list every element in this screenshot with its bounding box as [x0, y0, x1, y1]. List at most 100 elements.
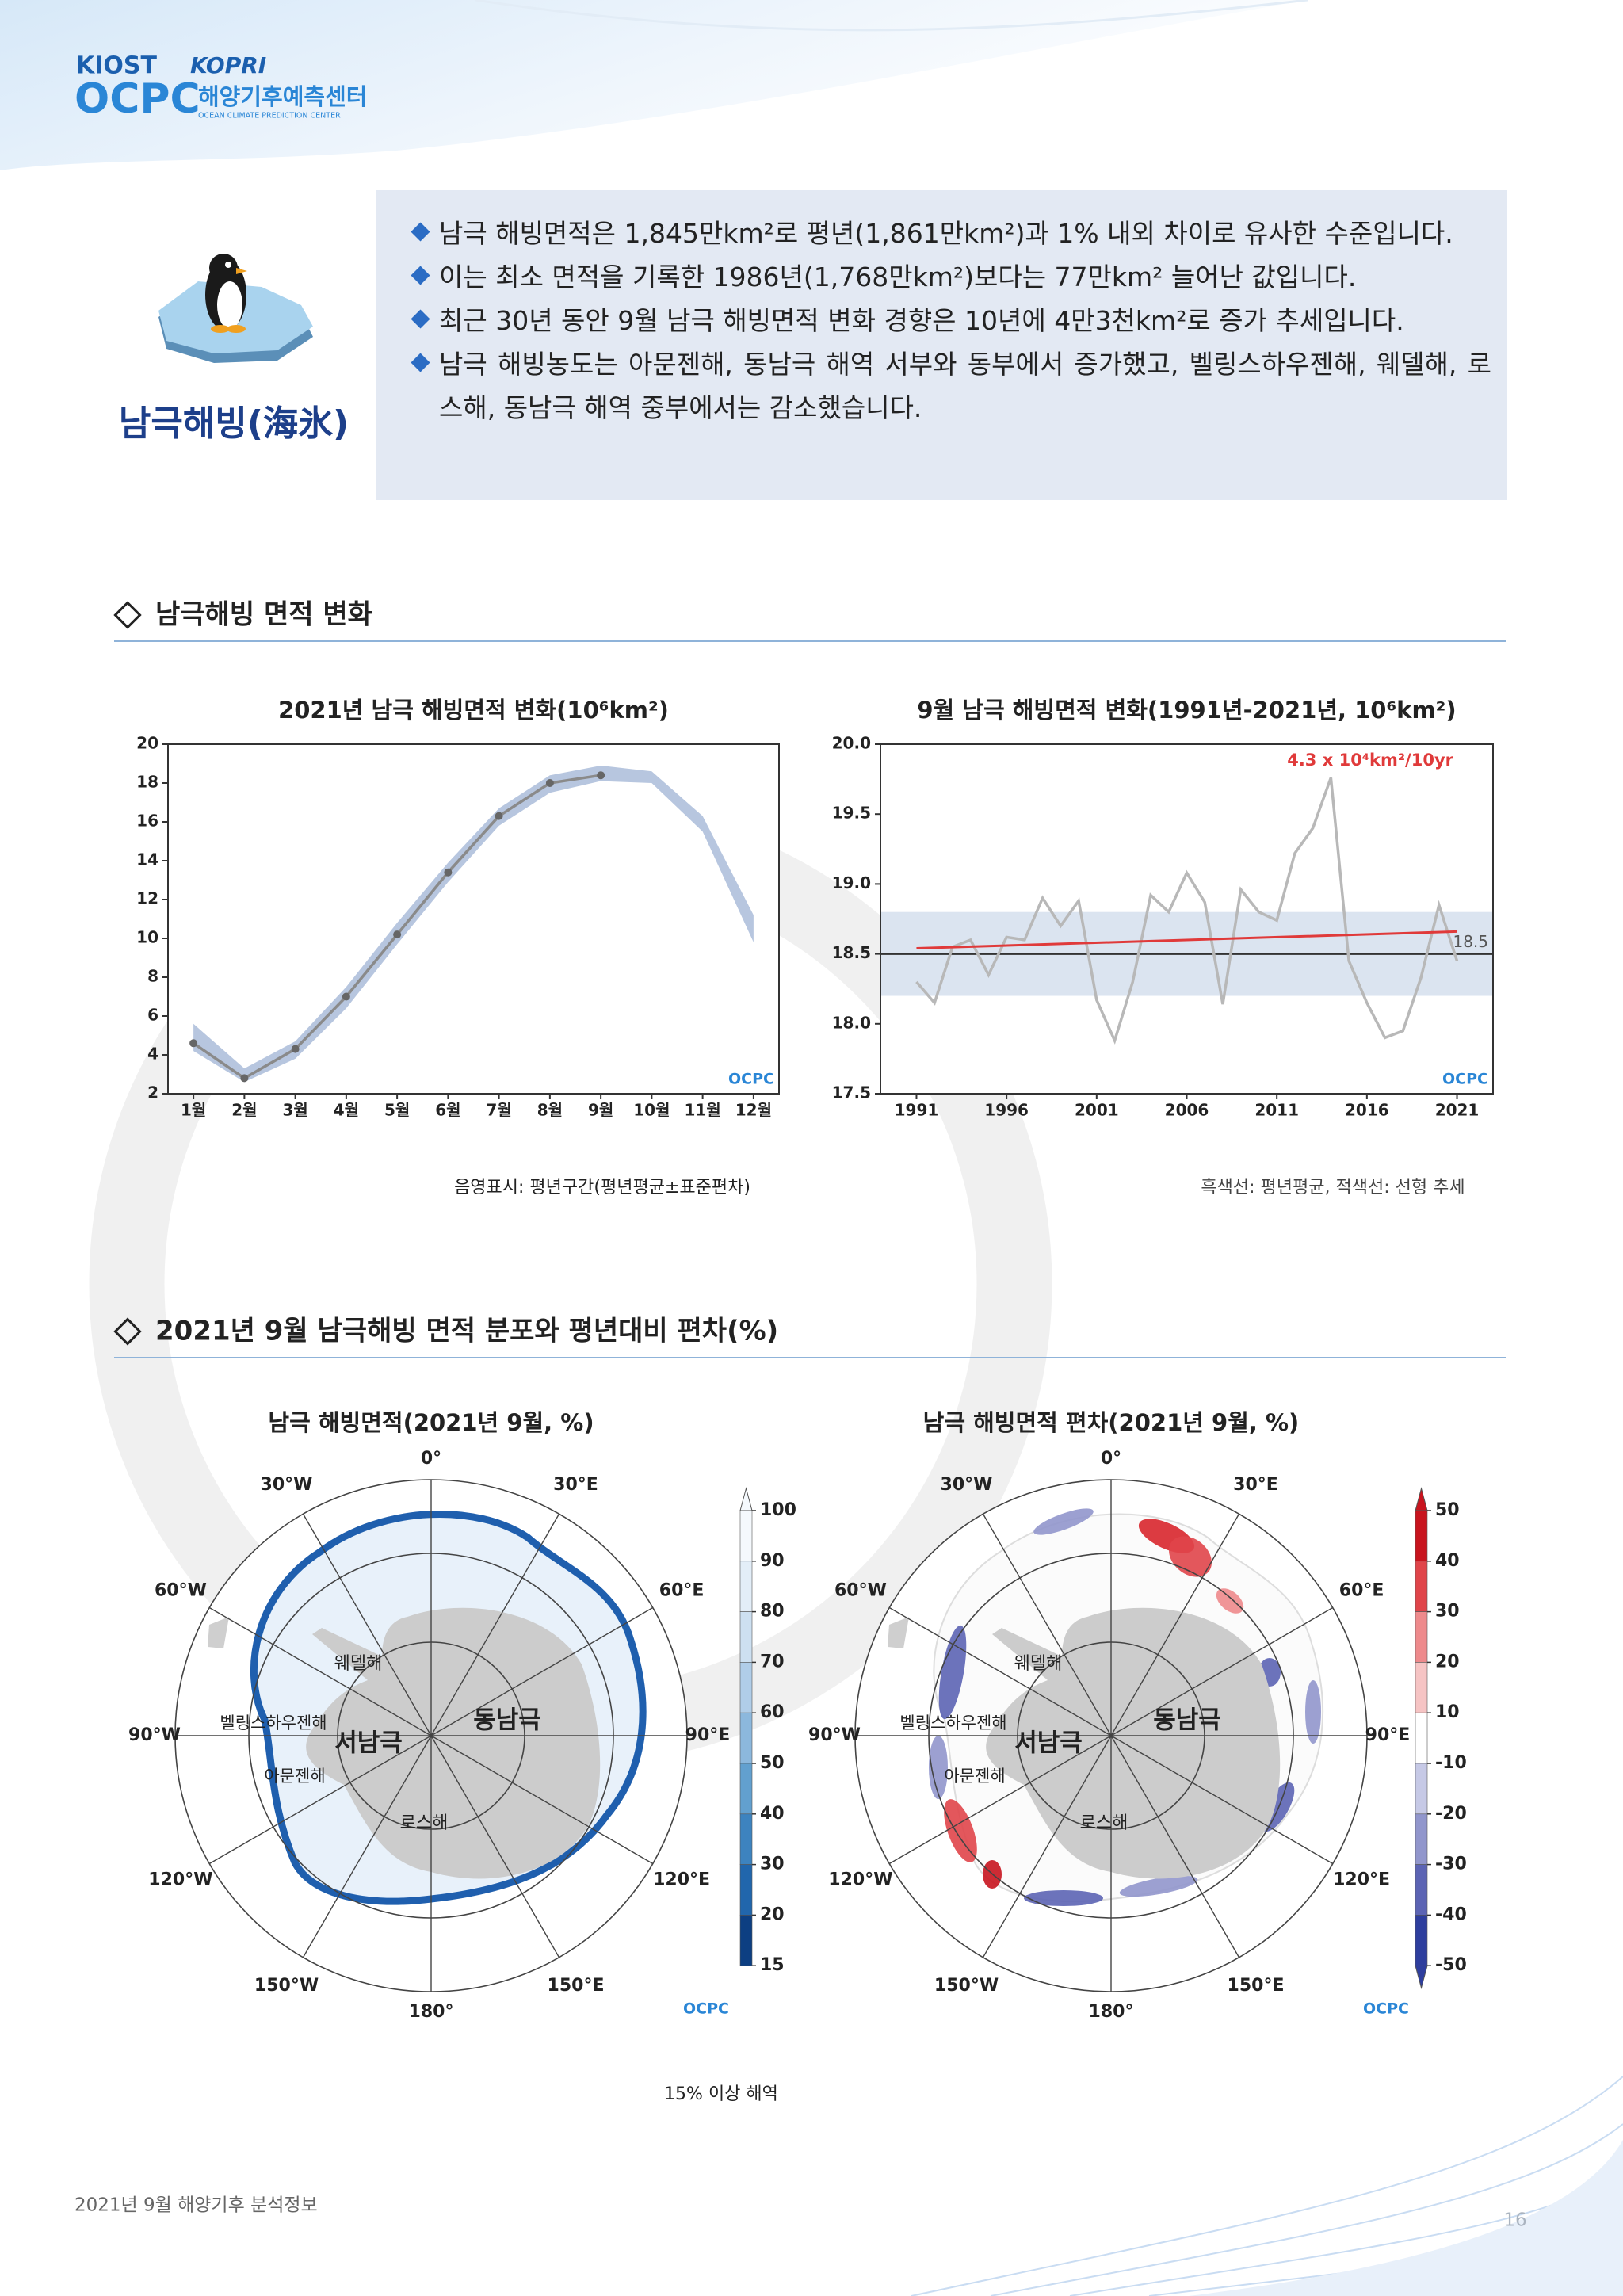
colorbar-tick-label: 50: [760, 1753, 785, 1773]
y-tick-label: 2: [147, 1083, 158, 1102]
colorbar-tick-label: -20: [1435, 1804, 1467, 1824]
chart-note: 음영표시: 평년구간(평년평균±표준편차): [454, 1178, 750, 1198]
colorbar-segment: [739, 1813, 753, 1865]
longitude-label: 30°E: [553, 1475, 598, 1495]
colorbar-tick-label: 30: [760, 1855, 785, 1874]
series-marker: [444, 868, 453, 877]
x-tick-label: 5월: [384, 1101, 410, 1120]
meridian-line: [888, 1606, 1112, 1736]
y-tick-label: 8: [147, 967, 158, 986]
longitude-label: 180°: [409, 2002, 454, 2022]
meridian-line: [208, 1735, 432, 1865]
map-logo: OCPC: [1363, 2000, 1409, 2018]
x-tick-label: 10월: [633, 1101, 670, 1120]
meridian-line: [430, 1735, 560, 1958]
colorbar-tick-label: 100: [760, 1500, 796, 1520]
region-label: 로스해: [400, 1813, 449, 1833]
meridian-line: [1110, 1606, 1334, 1736]
colorbar-segment: [1415, 1561, 1428, 1612]
region-label: 로스해: [1080, 1813, 1128, 1833]
longitude-label: 120°W: [828, 1870, 892, 1890]
colorbar-tick-label: 50: [1435, 1500, 1460, 1520]
y-tick-label: 19.5: [832, 804, 871, 823]
page-number: 16: [1503, 2210, 1526, 2231]
header-line: [475, 0, 1308, 32]
series-line: [915, 777, 1459, 1045]
plot-area: [168, 744, 779, 1094]
y-tick-label: 18.5: [832, 943, 871, 962]
x-tick-label: 9월: [588, 1101, 613, 1120]
meridian-line: [302, 1513, 432, 1736]
footer-text: 2021년 9월 해양기후 분석정보: [74, 2195, 318, 2216]
series-marker: [189, 1039, 198, 1048]
bullet: 남극 해빙면적은 1,845만km²로 평년(1,861만km²)과 1% 내외…: [412, 212, 1491, 255]
colorbar-segment: [739, 1611, 753, 1663]
bullet: 남극 해빙농도는 아문젠해, 동남극 해역 서부와 동부에서 증가했고, 벨링스…: [412, 342, 1491, 430]
longitude-label: 150°E: [548, 1976, 605, 1996]
y-tick-label: 20: [136, 734, 158, 753]
south-america-tip: [208, 1617, 229, 1648]
section-title: 남극해빙 면적 변화: [155, 599, 372, 631]
y-tick-label: 16: [136, 812, 158, 831]
anomaly-patch: [1305, 1680, 1321, 1744]
meridian-line: [888, 1735, 1112, 1865]
colorbar-tick-label: -10: [1435, 1753, 1467, 1773]
anomaly-patch: [938, 1625, 967, 1720]
longitude-label: 0°: [1101, 1449, 1121, 1469]
colorbar-tick-label: 80: [760, 1602, 785, 1622]
longitude-label: 120°E: [653, 1870, 710, 1890]
colorbar-extension: [1415, 1965, 1428, 1990]
summary-title: 남극해빙(海氷): [119, 403, 349, 444]
south-america-tip: [888, 1617, 909, 1648]
y-tick-label: 4: [147, 1045, 158, 1064]
antarctica: [986, 1607, 1281, 1879]
region-label: 서남극: [1014, 1729, 1083, 1758]
meridian-line: [982, 1513, 1112, 1736]
section-marker: [113, 601, 142, 629]
logo-kopri: KOPRI: [190, 52, 266, 78]
header-wave: [0, 0, 1308, 170]
region-label: 동남극: [1153, 1706, 1221, 1735]
plot-frame: [167, 743, 780, 1095]
x-tick-label: 1월: [181, 1101, 206, 1120]
anomaly-patch: [1024, 1890, 1103, 1906]
colorbar-segment: [739, 1712, 753, 1764]
y-tick-label: 18.0: [832, 1013, 871, 1032]
longitude-label: 90°E: [1365, 1725, 1411, 1745]
colorbar-tick-label: 70: [760, 1652, 785, 1671]
colorbar-segment: [739, 1662, 753, 1713]
meridian-line: [1110, 1513, 1240, 1736]
x-tick-label: 12월: [735, 1101, 772, 1120]
colorbar-tick-label: -40: [1435, 1904, 1467, 1924]
meridian-line: [1110, 1735, 1334, 1865]
longitude-label: 60°E: [1339, 1581, 1384, 1601]
region-label: 서남극: [334, 1729, 403, 1758]
longitude-label: 0°: [421, 1449, 441, 1469]
chart-title: 2021년 남극 해빙면적 변화(10⁶km²): [278, 697, 669, 724]
longitude-label: 30°E: [1233, 1475, 1278, 1495]
trend-label: 4.3 x 10⁴km²/10yr: [1287, 751, 1453, 770]
chart-logo: OCPC: [1442, 1071, 1488, 1088]
series-marker: [393, 930, 402, 939]
polar-map: [854, 1479, 1368, 1992]
chart-logo: OCPC: [728, 1071, 774, 1088]
colorbar-tick-label: 40: [1435, 1551, 1460, 1571]
x-tick-label: 1991: [895, 1101, 939, 1120]
plot-frame: [880, 743, 1494, 1095]
x-tick-label: 7월: [486, 1101, 511, 1120]
y-tick-label: 10: [136, 928, 158, 947]
anomaly-patch: [1119, 1875, 1198, 1897]
longitude-label: 90°E: [685, 1725, 731, 1745]
longitude-label: 150°W: [934, 1976, 999, 1996]
colorbar-tick-label: 60: [760, 1702, 785, 1722]
x-tick-label: 2016: [1345, 1101, 1389, 1120]
longitude-label: 150°E: [1228, 1976, 1285, 1996]
x-tick-label: 4월: [334, 1101, 359, 1120]
colorbar-segment: [1415, 1763, 1428, 1815]
meridian-line: [982, 1735, 1112, 1958]
anomaly-patch: [929, 1736, 948, 1799]
chart-title: 9월 남극 해빙면적 변화(1991년-2021년, 10⁶km²): [917, 697, 1456, 724]
region-label: 웨델해: [1014, 1654, 1063, 1674]
colorbar-segment: [739, 1763, 753, 1815]
longitude-label: 60°E: [659, 1581, 705, 1601]
